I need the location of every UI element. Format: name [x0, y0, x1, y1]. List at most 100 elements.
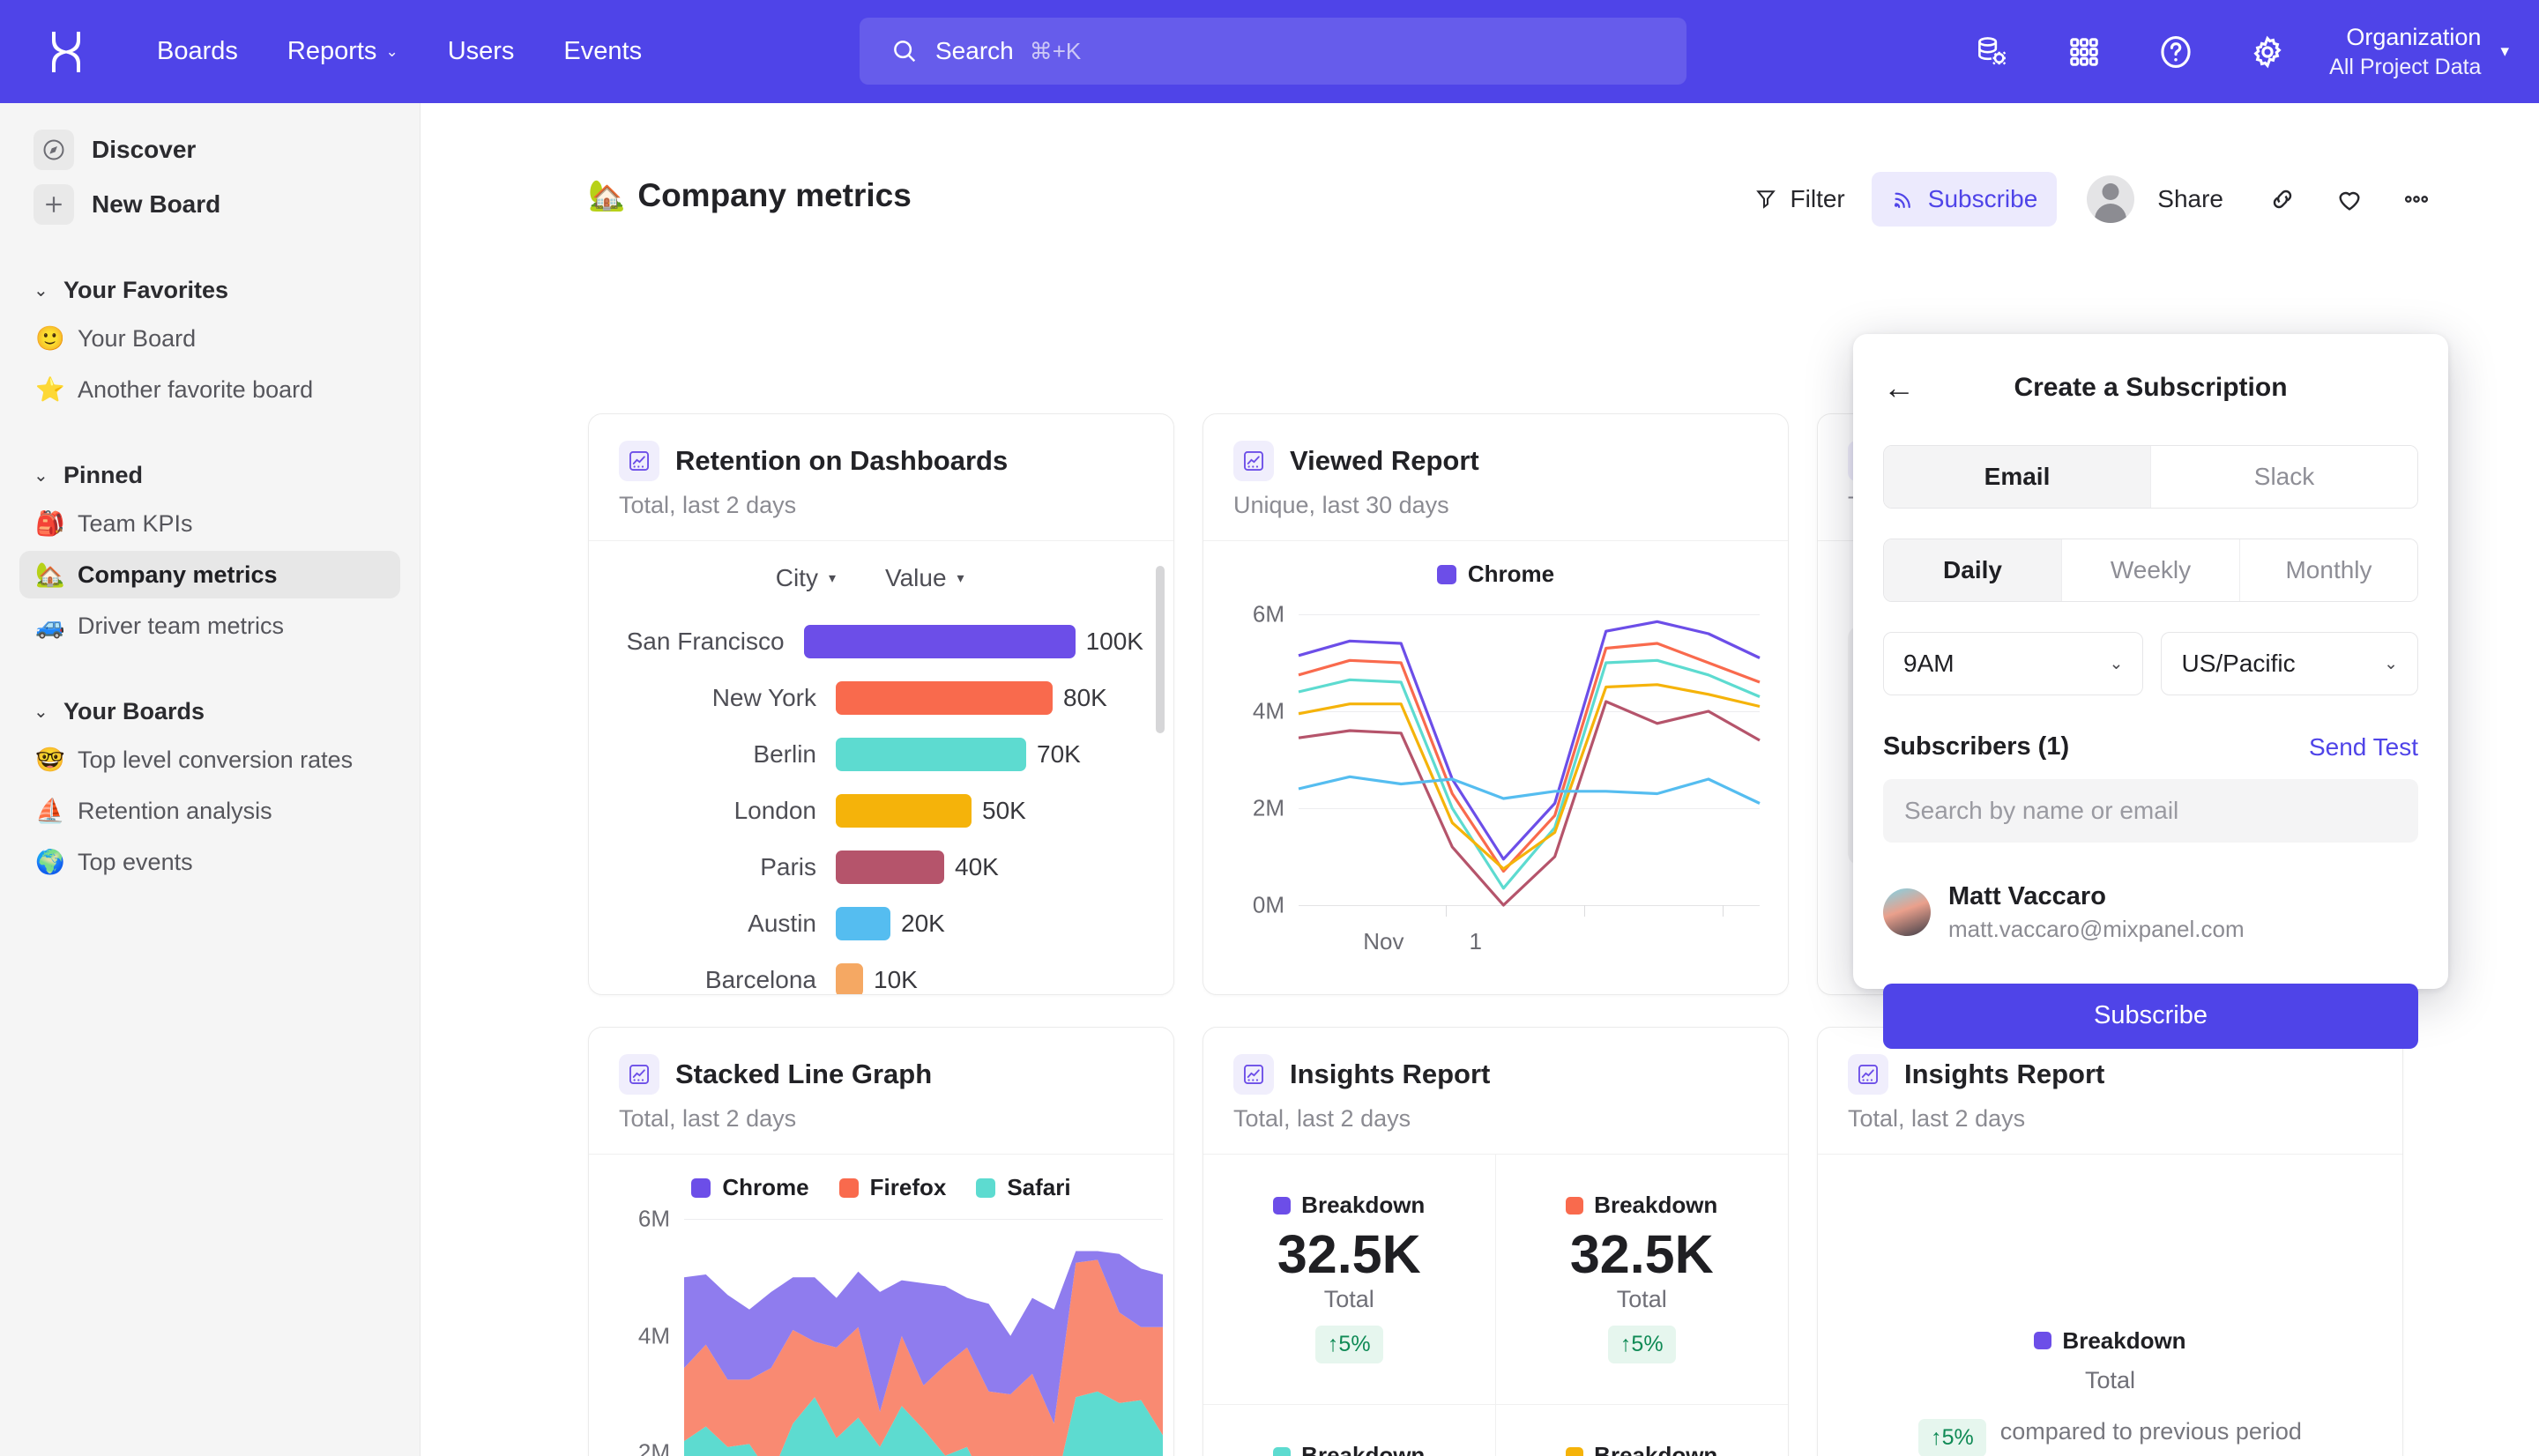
insights-report-icon [1233, 1054, 1274, 1095]
subscribe-button[interactable]: Subscribe [1871, 172, 2058, 227]
breakdown-legend: Breakdown [1566, 1442, 1717, 1456]
legend-item[interactable]: Firefox [838, 1174, 946, 1201]
card-subtitle: Total, last 2 days [619, 492, 797, 518]
metric-total-label: Total [2084, 1366, 2136, 1393]
filter-button[interactable]: Filter [1734, 172, 1865, 227]
sidebar-section-pinned-title: Pinned [63, 461, 144, 488]
arrow-left-icon[interactable]: ← [1883, 369, 1915, 405]
insights-report-icon [1233, 441, 1274, 481]
organization-name: Organization [2346, 24, 2482, 51]
favorite-button[interactable] [2322, 172, 2377, 227]
sidebar-item-new-board-label: New Board [92, 190, 221, 218]
sidebar-item-another-favorite-board-label: Another favorite board [78, 375, 314, 403]
card-subtitle: Total, last 2 days [1848, 1105, 2026, 1132]
backpack-emoji-icon: 🎒 [35, 509, 65, 537]
share-button[interactable]: Share [2138, 172, 2243, 227]
card-header: Stacked Line Graph Total, last 2 days [589, 1028, 1173, 1155]
table-row[interactable]: London 50K [589, 783, 1173, 839]
table-row[interactable]: Berlin 70K [589, 726, 1173, 783]
nav-item-events[interactable]: Events [539, 37, 666, 66]
legend-item[interactable]: Safari [976, 1174, 1071, 1201]
organization-selector[interactable]: Organization All Project Data ▾ [2329, 22, 2509, 81]
nav-right-actions: Organization All Project Data ▾ [1947, 0, 2518, 103]
legend-color-swatch [838, 1177, 859, 1198]
sidebar-item-discover[interactable]: Discover [23, 126, 397, 174]
column-header-value[interactable]: Value ▾ [885, 564, 964, 592]
sidebar-item-top-events-label: Top events [78, 848, 193, 875]
apps-grid-button[interactable] [2051, 19, 2118, 85]
bar-row-category: Berlin [753, 740, 816, 768]
breakdown-color-swatch [1273, 1196, 1292, 1215]
more-options-button[interactable] [2389, 172, 2444, 227]
subscribe-confirm-button[interactable]: Subscribe [1883, 983, 2418, 1049]
list-item[interactable]: Matt Vaccaro matt.vaccaro@mixpanel.com [1883, 881, 2418, 943]
sidebar-item-your-board[interactable]: 🙂 Your Board [19, 315, 400, 362]
card-stacked-line-graph[interactable]: Stacked Line Graph Total, last 2 days Ch… [588, 1027, 1174, 1456]
legend-item[interactable]: Chrome [1436, 561, 1554, 588]
stacked-area-series [684, 1251, 1163, 1456]
legend-item[interactable]: Chrome [691, 1174, 809, 1201]
bar-row-category: Barcelona [704, 966, 816, 993]
app-logo[interactable] [0, 30, 132, 74]
sidebar-item-new-board[interactable]: New Board [23, 181, 397, 228]
sidebar-section-your-boards-header[interactable]: ⌄ Your Boards [0, 690, 420, 732]
page-title: 🏡 Company metrics [588, 177, 912, 214]
subscribers-title: Subscribers (1) [1883, 732, 2070, 761]
card-insights-report-single[interactable]: Insights Report Total, last 2 days Break… [1817, 1027, 2403, 1456]
status-badge: ↑5% [1314, 1326, 1383, 1364]
table-row[interactable]: Austin 20K [589, 895, 1173, 952]
subscriber-name: Matt Vaccaro [1948, 882, 2106, 910]
sidebar-item-top-events[interactable]: 🌍 Top events [19, 838, 400, 886]
send-test-button[interactable]: Send Test [2308, 732, 2418, 761]
sidebar-item-team-kpis[interactable]: 🎒 Team KPIs [19, 500, 400, 547]
tab-daily[interactable]: Daily [1884, 539, 2062, 601]
y-axis-tick-label: 6M [1252, 600, 1284, 628]
data-management-button[interactable] [1959, 19, 2026, 85]
copy-link-button[interactable] [2255, 172, 2310, 227]
tab-slack[interactable]: Slack [2151, 446, 2417, 508]
sidebar-item-top-level-conversion-rates-label: Top level conversion rates [78, 746, 354, 773]
sidebar-item-driver-team-metrics[interactable]: 🚙 Driver team metrics [19, 602, 400, 650]
main-content-area: 🏡 Company metrics Filter Subscribe Share [421, 103, 2539, 1456]
modal-title: Create a Subscription [2014, 373, 2288, 402]
nav-item-users[interactable]: Users [423, 37, 540, 66]
sidebar-section-favorites-header[interactable]: ⌄ Your Favorites [0, 269, 420, 311]
table-row[interactable]: Barcelona 10K [589, 952, 1173, 994]
table-row[interactable]: New York 80K [589, 670, 1173, 726]
help-circle-icon [2161, 35, 2191, 68]
table-row[interactable]: San Francisco 100K [589, 613, 1173, 670]
avatar[interactable] [2087, 175, 2135, 223]
settings-button[interactable] [2234, 19, 2301, 85]
help-button[interactable] [2142, 19, 2209, 85]
global-search-input[interactable]: Search ⌘+K [860, 18, 1686, 85]
sidebar-item-another-favorite-board[interactable]: ⭐ Another favorite board [19, 366, 400, 413]
chevron-down-icon: ⌄ [34, 465, 48, 486]
column-header-city[interactable]: City ▾ [619, 564, 836, 592]
subscriber-search-input[interactable]: Search by name or email [1883, 779, 2418, 843]
vertical-scrollbar[interactable] [1156, 566, 1165, 733]
bar-row-bar [836, 794, 972, 828]
sidebar-item-retention-analysis[interactable]: ⛵ Retention analysis [19, 787, 400, 835]
tab-weekly[interactable]: Weekly [2062, 539, 2240, 601]
sidebar-item-company-metrics[interactable]: 🏡 Company metrics [19, 551, 400, 598]
sidebar-section-favorites: ⌄ Your Favorites 🙂 Your Board ⭐ Another … [0, 269, 420, 413]
nav-item-boards[interactable]: Boards [132, 37, 263, 66]
time-select[interactable]: 9AM ⌄ [1883, 632, 2144, 695]
nav-item-reports[interactable]: Reports ⌄ [263, 37, 423, 66]
timezone-select[interactable]: US/Pacific ⌄ [2161, 632, 2418, 695]
bar-row-category: London [733, 797, 816, 824]
metric-cell: Breakdown 32.5K Total ↑5% [1495, 1155, 1788, 1406]
card-retention-on-dashboards-bar[interactable]: Retention on Dashboards Total, last 2 da… [588, 413, 1174, 995]
sidebar-item-driver-team-metrics-label: Driver team metrics [78, 612, 285, 639]
sidebar-item-top-level-conversion-rates[interactable]: 🤓 Top level conversion rates [19, 736, 400, 784]
sidebar-section-pinned-header[interactable]: ⌄ Pinned [0, 454, 420, 496]
card-insights-report-quad[interactable]: Insights Report Total, last 2 days Break… [1202, 1027, 1789, 1456]
card-viewed-report-line[interactable]: Viewed Report Unique, last 30 days Chrom… [1202, 413, 1789, 995]
tab-email[interactable]: Email [1884, 446, 2151, 508]
table-row[interactable]: Paris 40K [589, 839, 1173, 895]
more-horizontal-icon [2404, 196, 2429, 203]
breakdown-color-swatch [2034, 1332, 2052, 1349]
tab-monthly[interactable]: Monthly [2240, 539, 2417, 601]
main-nav-links: Boards Reports ⌄ Users Events [132, 37, 666, 66]
